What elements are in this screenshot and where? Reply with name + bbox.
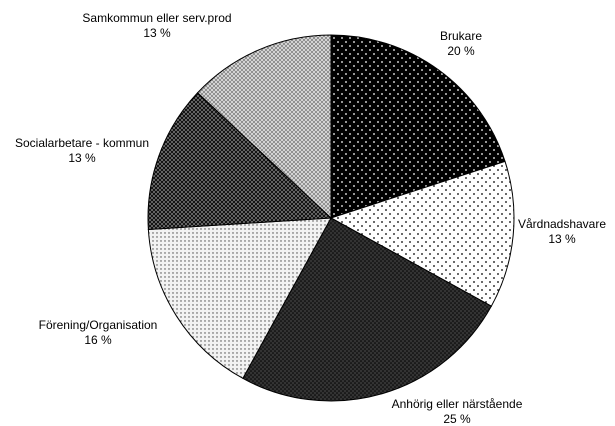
slice-value-label: 13 % [143, 26, 171, 40]
slice-value-label: 20 % [447, 44, 475, 58]
slice-label: Socialarbetare - kommun [15, 136, 149, 150]
pie-slice [242, 217, 493, 402]
slice-value-label: 16 % [84, 333, 112, 347]
slice-value-label: 25 % [443, 412, 471, 426]
pie-slice [147, 217, 332, 380]
pie-slice [329, 160, 515, 307]
pie-slice [147, 92, 333, 231]
slice-label: Brukare [440, 29, 482, 43]
slice-label: Anhörig eller närstående [392, 397, 523, 411]
slice-label: Vårdnadshavare [518, 217, 606, 231]
slice-value-label: 13 % [548, 232, 576, 246]
pie-slice [196, 34, 332, 220]
pie-slice [330, 34, 506, 219]
slice-label: Samkommun eller serv.prod [82, 11, 231, 25]
slice-label: Förening/Organisation [39, 318, 158, 332]
slice-value-label: 13 % [68, 151, 96, 165]
